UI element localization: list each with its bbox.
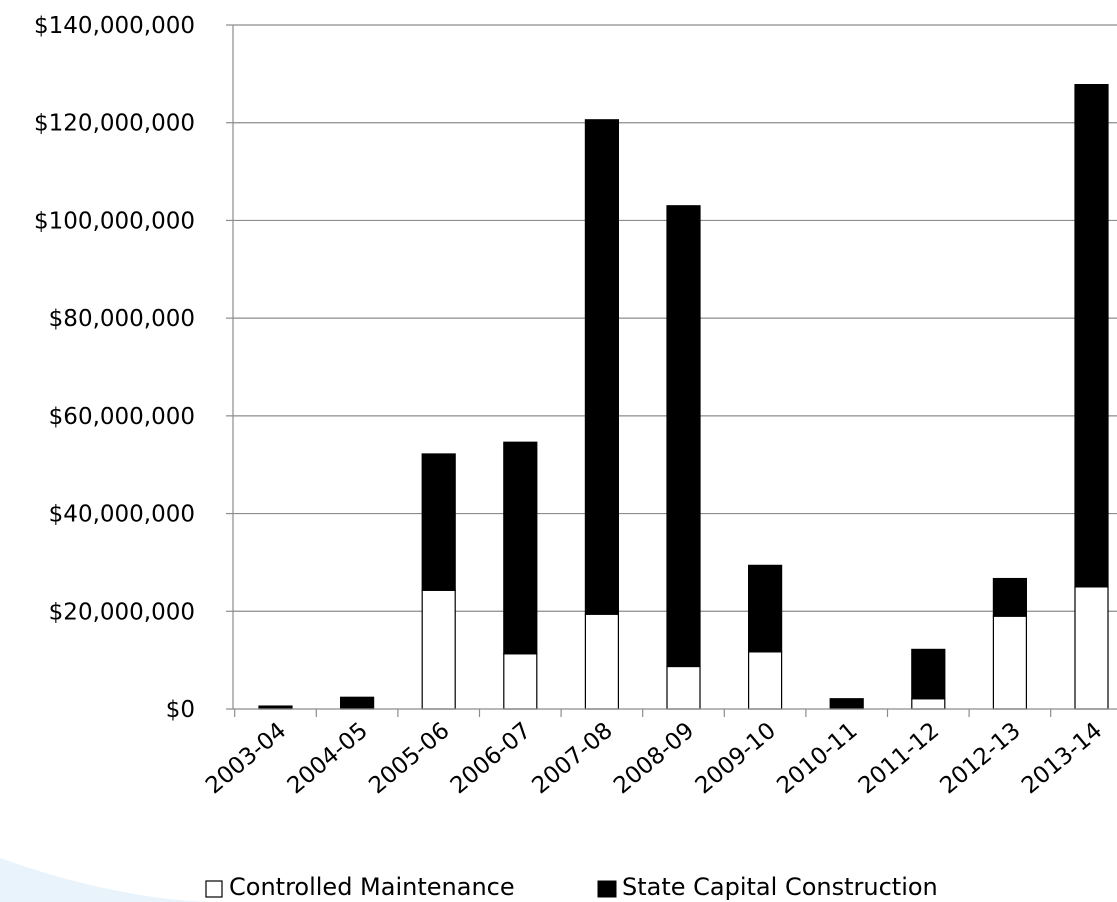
bar-controlled-maintenance: [747, 651, 783, 710]
legend-swatch-controlled-maintenance: [205, 880, 223, 898]
bar-state-capital-construction: [503, 441, 538, 655]
bar-state-capital-construction: [584, 119, 620, 615]
bar-state-capital-construction: [911, 648, 946, 700]
bar-state-capital-construction: [992, 577, 1028, 617]
y-tick-label: $0: [166, 697, 195, 723]
bar-controlled-maintenance: [503, 653, 538, 710]
legend-swatch-state-capital-construction: [597, 880, 617, 898]
legend-label-controlled-maintenance: Controlled Maintenance: [229, 873, 515, 901]
x-tick-label: 2008-09: [609, 718, 699, 800]
bar-state-capital-construction: [340, 696, 375, 710]
x-tick-label: 2005-06: [364, 718, 454, 800]
x-axis-tick-labels: 2003-042004-052005-062006-072007-082008-…: [201, 718, 1107, 800]
y-tick-label: $120,000,000: [34, 111, 195, 137]
bar-controlled-maintenance: [911, 698, 946, 710]
x-tick-label: 2011-12: [854, 718, 944, 800]
bar-state-capital-construction: [666, 205, 701, 668]
bar-state-capital-construction: [747, 564, 783, 653]
x-tick-label: 2013-14: [1017, 718, 1107, 800]
axes: [226, 24, 1117, 717]
x-tick-label: 2004-05: [283, 718, 373, 800]
bars: [258, 84, 1109, 710]
y-tick-label: $100,000,000: [34, 208, 195, 234]
y-axis-tick-labels: $0 $20,000,000 $40,000,000 $60,000,000 $80,0…: [34, 13, 195, 723]
bar-state-capital-construction: [421, 453, 456, 591]
y-tick-label: $60,000,000: [49, 404, 195, 430]
y-tick-label: $20,000,000: [49, 599, 195, 625]
y-tick-label: $140,000,000: [34, 13, 195, 39]
x-tick-label: 2012-13: [935, 718, 1025, 800]
bar-controlled-maintenance: [1074, 586, 1109, 710]
bar-controlled-maintenance: [666, 665, 701, 710]
bar-state-capital-construction: [829, 698, 864, 710]
y-tick-label: $40,000,000: [49, 502, 195, 528]
legend-label-state-capital-construction: State Capital Construction: [622, 873, 938, 901]
x-tick-label: 2003-04: [201, 718, 291, 800]
x-tick-label: 2007-08: [527, 718, 617, 800]
bar-controlled-maintenance: [421, 589, 456, 710]
bar-controlled-maintenance: [992, 615, 1028, 710]
x-tick-label: 2009-10: [691, 718, 781, 800]
legend: Controlled Maintenance State Capital Con…: [205, 873, 938, 901]
bar-controlled-maintenance: [584, 613, 620, 710]
y-tick-label: $80,000,000: [49, 306, 195, 332]
x-tick-label: 2006-07: [446, 718, 536, 800]
x-tick-label: 2010-11: [772, 718, 862, 800]
bar-state-capital-construction: [1074, 84, 1109, 588]
background-swoosh: [0, 858, 210, 902]
